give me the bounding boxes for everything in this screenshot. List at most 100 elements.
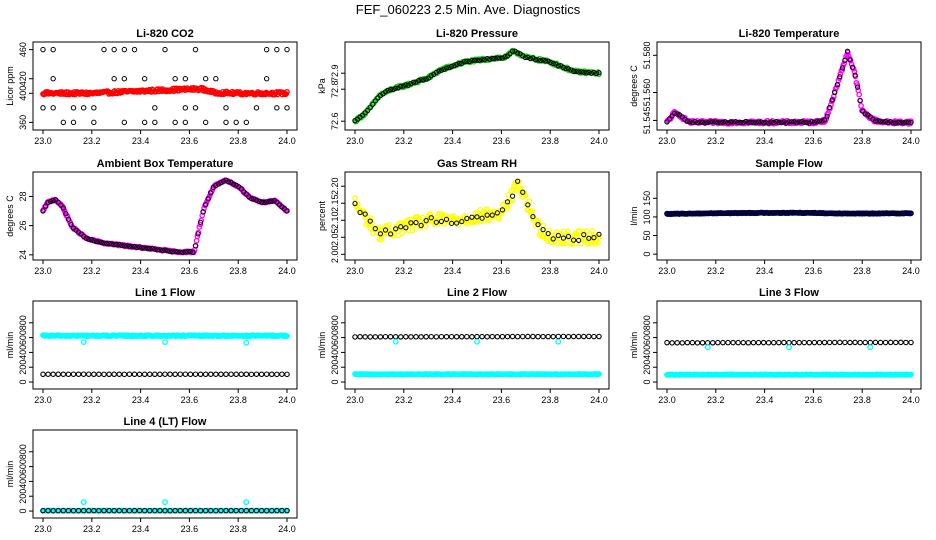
- data-point: [152, 507, 158, 514]
- data-point: [116, 507, 123, 514]
- data-point: [266, 198, 272, 204]
- data-point: [880, 119, 886, 125]
- data-point: [563, 66, 569, 72]
- data-point: [479, 57, 485, 63]
- data-point: [890, 120, 896, 126]
- data-point: [499, 333, 506, 340]
- outlier-point: [392, 338, 399, 345]
- data-point: [377, 334, 384, 340]
- data-point: [284, 371, 290, 378]
- x-tick-label: 23.6: [181, 266, 199, 276]
- data-point: [175, 249, 181, 255]
- data-point: [398, 224, 404, 230]
- outlier-point: [243, 339, 250, 346]
- data-point: [494, 210, 500, 216]
- data-point: [511, 183, 518, 189]
- data-point: [192, 46, 199, 53]
- data-point: [398, 83, 404, 89]
- data-point: [860, 211, 866, 217]
- data-point: [560, 333, 567, 340]
- x-tick-label: 24.0: [902, 266, 920, 276]
- panel-title: Li-820 CO2: [136, 28, 193, 40]
- y-tick-label: 28: [18, 191, 28, 201]
- data-point: [834, 81, 840, 88]
- data-point: [842, 210, 848, 217]
- panel-title: Li-820 Temperature: [739, 28, 840, 40]
- data-point: [580, 333, 587, 340]
- data-point: [111, 46, 117, 53]
- y-tick-label: 800: [18, 444, 28, 459]
- data-point: [738, 210, 744, 216]
- data-point: [182, 76, 189, 82]
- panel-title: Gas Stream RH: [437, 158, 517, 170]
- data-point: [45, 371, 51, 377]
- data-point: [362, 334, 368, 340]
- x-tick-label: 24.0: [902, 395, 920, 405]
- data-point: [540, 227, 546, 233]
- series-line2-cyan: [352, 371, 602, 378]
- data-point: [225, 179, 232, 185]
- data-point: [96, 371, 102, 377]
- y-tick-label: 26: [18, 221, 28, 231]
- data-point: [857, 211, 863, 217]
- data-point: [279, 371, 285, 377]
- x-tick-label: 23.8: [229, 524, 247, 534]
- data-point: [710, 119, 716, 125]
- panel-title: Line 3 Flow: [759, 287, 819, 299]
- data-point: [482, 57, 488, 63]
- data-point: [540, 333, 546, 340]
- data-point: [888, 210, 894, 217]
- chart-panel-line4: Line 4 (LT) Flow 23.0 23.2 23.4 23.6 23.8 24.0…: [5, 416, 298, 534]
- data-point: [231, 181, 237, 187]
- data-point: [905, 210, 912, 216]
- figure-title: FEF_060223 2.5 Min. Ave. Diagnostics: [356, 2, 581, 17]
- data-point: [98, 239, 105, 245]
- data-point: [862, 111, 868, 117]
- data-point: [760, 210, 767, 216]
- data-point: [453, 333, 460, 340]
- data-point: [484, 212, 490, 218]
- data-point: [271, 198, 277, 204]
- data-point: [489, 55, 495, 62]
- x-tick-label: 23.2: [707, 395, 725, 405]
- data-point: [494, 55, 500, 61]
- y-tick-label: 400: [18, 345, 28, 360]
- data-point: [725, 210, 731, 216]
- data-point: [75, 507, 82, 514]
- data-point: [83, 235, 89, 241]
- data-point: [131, 371, 138, 378]
- data-point: [791, 119, 797, 125]
- data-point: [827, 210, 833, 217]
- data-point: [372, 98, 378, 104]
- data-point: [578, 69, 584, 75]
- data-point: [515, 178, 521, 184]
- data-point: [801, 210, 807, 216]
- data-point: [760, 339, 767, 346]
- data-point: [722, 119, 729, 125]
- data-point: [694, 210, 701, 216]
- data-point: [172, 507, 178, 514]
- data-point: [382, 333, 389, 340]
- data-point: [413, 334, 419, 340]
- data-point: [674, 340, 680, 346]
- data-point: [203, 202, 209, 208]
- data-point: [687, 210, 693, 217]
- data-point: [596, 234, 602, 240]
- data-point: [545, 230, 551, 237]
- data-point: [689, 120, 696, 126]
- data-point: [570, 333, 577, 340]
- data-point: [269, 198, 275, 204]
- x-tick-label: 23.2: [707, 266, 725, 276]
- y-axis-label: Licor ppm: [5, 66, 15, 106]
- data-point: [418, 222, 424, 229]
- data-point: [58, 202, 64, 208]
- data-point: [844, 210, 851, 216]
- data-point: [408, 334, 414, 340]
- data-point: [248, 507, 255, 514]
- y-axis-label: ml/min: [5, 461, 15, 488]
- y-tick-label: 2.05: [330, 229, 340, 247]
- data-point: [565, 233, 572, 240]
- data-point: [555, 333, 562, 340]
- data-point: [525, 333, 531, 340]
- data-point: [200, 209, 206, 215]
